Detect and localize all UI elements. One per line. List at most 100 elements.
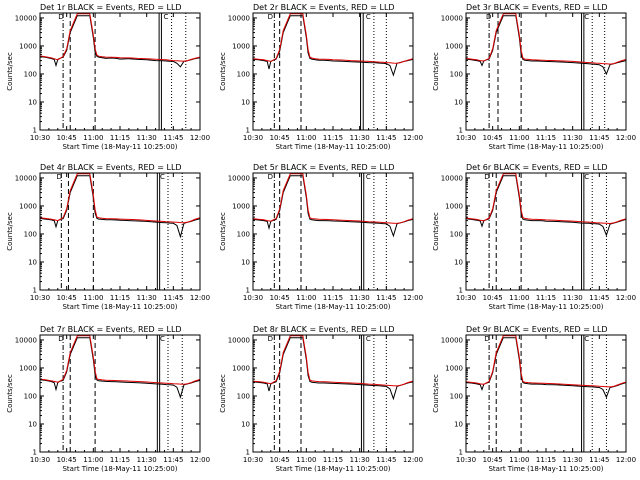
chart-8-ylabel: Counts/sec xyxy=(219,374,227,413)
chart-4-xtick-label: 10:30 xyxy=(30,294,50,302)
chart-7-xtick-label: 11:45 xyxy=(163,456,183,464)
chart-6-xtick-label: 11:45 xyxy=(589,294,609,302)
chart-9-annotation-d: D xyxy=(484,335,489,343)
chart-1-xtick-label: 11:30 xyxy=(137,134,157,142)
chart-1-annotation-c: C xyxy=(164,13,169,21)
chart-3-ytick-label: 100 xyxy=(450,70,463,78)
chart-6-series-events xyxy=(466,175,626,237)
chart-8-xtick-label: 11:45 xyxy=(376,456,396,464)
chart-8-ytick-label: 100 xyxy=(237,392,250,400)
chart-7-plot-area xyxy=(40,335,200,399)
chart-1-xtick-label: 11:15 xyxy=(110,134,130,142)
chart-5-series-events xyxy=(253,175,413,238)
chart-3-xtick-label: 10:45 xyxy=(483,134,503,142)
chart-5-series-lld xyxy=(253,173,413,224)
chart-8-ytick-label: 1000 xyxy=(232,364,250,372)
chart-6-ylabel: Counts/sec xyxy=(432,212,440,251)
chart-7-ytick-label: 10000 xyxy=(15,336,37,344)
chart-5-xlabel: Start Time (18-May-11 10:25:00) xyxy=(275,303,390,311)
chart-3-xtick-label: 11:15 xyxy=(536,134,556,142)
chart-8-ytick-label: 10000 xyxy=(228,336,250,344)
chart-2-ytick-label: 1000 xyxy=(232,42,250,50)
chart-8-xtick-label: 11:15 xyxy=(323,456,343,464)
chart-4-ytick-label: 10000 xyxy=(15,174,37,182)
chart-6-xlabel: Start Time (18-May-11 10:25:00) xyxy=(488,303,603,311)
chart-7-xtick-label: 11:15 xyxy=(110,456,130,464)
chart-6-title: Det 6r BLACK = Events, RED = LLD xyxy=(466,163,608,172)
chart-6-ytick-label: 100 xyxy=(450,230,463,238)
chart-1-ytick-label: 10000 xyxy=(15,14,37,22)
chart-9-xtick-label: 11:15 xyxy=(536,456,556,464)
chart-6-xtick-label: 12:00 xyxy=(616,294,636,302)
chart-5-xtick-label: 10:45 xyxy=(270,294,290,302)
chart-3-annotation-c: C xyxy=(584,13,589,21)
chart-8-series-lld xyxy=(253,335,413,387)
chart-9-ytick-label: 10 xyxy=(454,420,463,428)
chart-6-axes-frame xyxy=(465,172,627,291)
chart-5-xtick-label: 11:00 xyxy=(296,294,316,302)
chart-8-xtick-label: 10:30 xyxy=(243,456,263,464)
chart-8-xtick-label: 11:30 xyxy=(350,456,370,464)
chart-5-xtick-label: 11:45 xyxy=(376,294,396,302)
chart-2-title: Det 2r BLACK = Events, RED = LLD xyxy=(253,3,395,12)
chart-7-xtick-label: 11:30 xyxy=(137,456,157,464)
chart-1-series-events xyxy=(40,15,200,68)
chart-4-annotation-d: D xyxy=(56,173,61,181)
chart-7-annotation-d: D xyxy=(58,335,63,343)
chart-3-ytick-label: 1000 xyxy=(445,42,463,50)
chart-3-ytick-label: 10 xyxy=(454,98,463,106)
chart-2-xtick-label: 10:45 xyxy=(270,134,290,142)
chart-3-ytick-label: 1 xyxy=(459,127,463,135)
chart-7-series-lld xyxy=(40,335,200,385)
chart-9-ytick-label: 1 xyxy=(459,449,463,457)
chart-5-axes-frame xyxy=(252,172,414,291)
chart-9-xlabel: Start Time (18-May-11 10:25:00) xyxy=(488,465,603,473)
chart-4-ytick-label: 100 xyxy=(24,230,37,238)
chart-2-ylabel: Counts/sec xyxy=(219,52,227,91)
chart-9-xtick-label: 12:00 xyxy=(616,456,636,464)
chart-8-xlabel: Start Time (18-May-11 10:25:00) xyxy=(275,465,390,473)
chart-3-ytick-label: 10000 xyxy=(441,14,463,22)
chart-4-xlabel: Start Time (18-May-11 10:25:00) xyxy=(62,303,177,311)
chart-8-ytick-label: 1 xyxy=(246,449,250,457)
chart-9-ytick-label: 1000 xyxy=(445,364,463,372)
chart-6-xtick-label: 11:30 xyxy=(563,294,583,302)
chart-9-annotation-c: C xyxy=(584,335,589,343)
chart-7-ytick-label: 1 xyxy=(33,449,37,457)
chart-4-series-lld xyxy=(40,173,200,224)
chart-2-xtick-label: 12:00 xyxy=(403,134,423,142)
chart-6-annotation-d: D xyxy=(484,173,489,181)
chart-2-ytick-label: 10000 xyxy=(228,14,250,22)
chart-6-series-lld xyxy=(466,173,626,225)
chart-9-xtick-label: 11:45 xyxy=(589,456,609,464)
chart-3-title: Det 3r BLACK = Events, RED = LLD xyxy=(466,3,608,12)
chart-1-xtick-label: 11:00 xyxy=(83,134,103,142)
chart-5-xtick-label: 10:30 xyxy=(243,294,263,302)
chart-9-xtick-label: 11:30 xyxy=(563,456,583,464)
chart-1-axes-frame xyxy=(39,12,201,131)
chart-1-xtick-label: 11:45 xyxy=(163,134,183,142)
chart-1-plot-area xyxy=(40,13,200,68)
chart-9-series-lld xyxy=(466,335,626,388)
chart-9-axes-frame xyxy=(465,334,627,453)
chart-9-xtick-label: 11:00 xyxy=(509,456,529,464)
chart-2-series-lld xyxy=(253,13,413,64)
chart-6-annotation-c: C xyxy=(584,173,589,181)
chart-6-ytick-label: 10 xyxy=(454,258,463,266)
chart-4-xtick-label: 11:30 xyxy=(137,294,157,302)
chart-1-ytick-label: 1000 xyxy=(19,42,37,50)
chart-9-ytick-label: 100 xyxy=(450,392,463,400)
chart-7-xtick-label: 10:30 xyxy=(30,456,50,464)
chart-4-xtick-label: 11:15 xyxy=(110,294,130,302)
chart-3-xlabel: Start Time (18-May-11 10:25:00) xyxy=(488,143,603,151)
chart-2-xtick-label: 11:00 xyxy=(296,134,316,142)
chart-1-ylabel: Counts/sec xyxy=(6,52,14,91)
chart-2-series-events xyxy=(253,15,413,77)
chart-3-plot-area xyxy=(466,13,626,76)
